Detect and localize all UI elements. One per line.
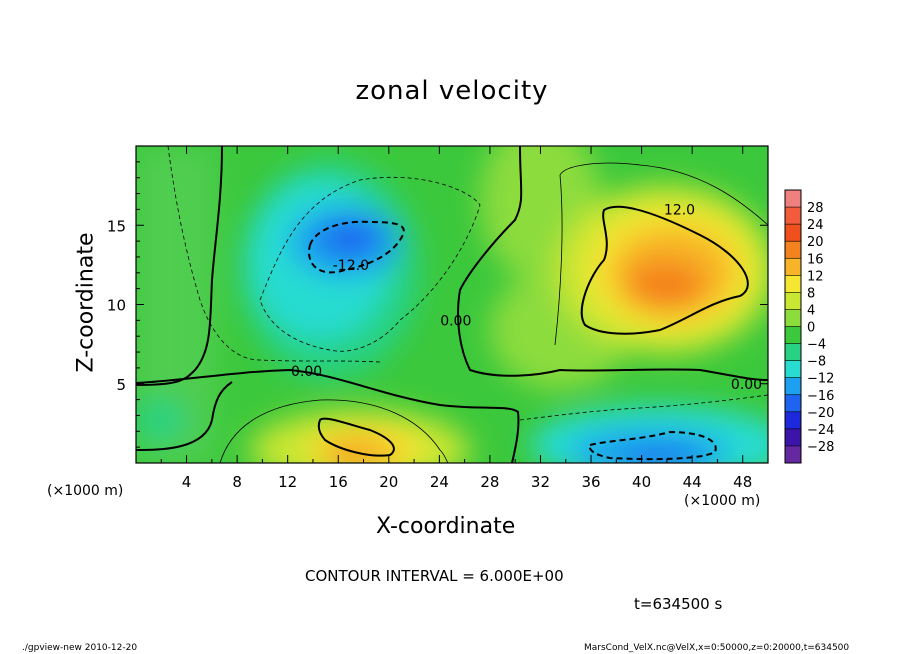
chart-title: zonal velocity [355, 76, 549, 106]
footer-left: ./gpview-new 2010-12-20 [22, 643, 138, 653]
colorbar-swatch [785, 428, 801, 447]
colorbar-label: −8 [807, 355, 826, 370]
x-tick-label: 36 [581, 473, 600, 491]
velocity-field [136, 146, 768, 463]
colorbar-label: 4 [807, 303, 815, 318]
y-tick-label: 10 [107, 297, 126, 315]
contour-label: 0.00 [291, 364, 322, 380]
x-tick-label: 4 [182, 473, 192, 491]
colorbar-swatch [785, 445, 801, 464]
x-tick-label: 48 [733, 473, 752, 491]
colorbar-label: −28 [807, 440, 834, 455]
colorbar-swatch [785, 326, 801, 345]
x-unit-label-right: (×1000 m) [684, 493, 761, 509]
contour-label: 12.0 [664, 202, 695, 218]
colorbar-swatch [785, 360, 801, 379]
x-tick-label: 44 [683, 473, 702, 491]
colorbar-swatch [785, 258, 801, 276]
colorbar-label: −16 [807, 389, 834, 404]
contour-label: -12.0 [333, 258, 369, 274]
x-unit-label-left: (×1000 m) [47, 483, 124, 499]
contour-interval-label: CONTOUR INTERVAL = 6.000E+00 [305, 567, 564, 585]
contour-labels: 12.0 -12.0 0.00 0.00 0.00 [291, 202, 762, 392]
colorbar-swatch [785, 241, 801, 259]
footer-right: MarsCond_VelX.nc@VelX,x=0:50000,z=0:2000… [584, 643, 850, 653]
colorbar-swatch [785, 309, 801, 327]
colorbar-swatch [785, 411, 801, 430]
colorbar-label: 0 [807, 321, 815, 336]
colorbar-swatch [785, 377, 801, 396]
y-axis-ticks: 5 10 15 [107, 161, 768, 448]
x-tick-label: 40 [632, 473, 651, 491]
colorbar-label: −24 [807, 423, 834, 438]
colorbar-label: −12 [807, 372, 834, 387]
y-tick-label: 15 [107, 217, 126, 235]
contour-label: 0.00 [440, 313, 471, 329]
x-tick-label: 20 [379, 473, 398, 491]
x-tick-label: 32 [531, 473, 550, 491]
x-axis-ticks: 4 8 12 16 20 24 28 32 36 40 44 48 [160, 146, 752, 491]
colorbar-swatch [785, 394, 801, 413]
colorbar-label: 16 [807, 252, 824, 267]
colorbar-swatch [785, 190, 801, 208]
contour-label: 0.00 [731, 377, 762, 393]
colorbar-swatch [785, 343, 801, 362]
colorbar: 28 24 20 16 12 8 4 0 −4 −8 −12 −16 −20 −24 −28 [784, 189, 834, 464]
y-tick-label: 5 [116, 376, 126, 394]
colorbar-swatch [785, 275, 801, 293]
x-tick-label: 16 [329, 473, 348, 491]
colorbar-swatch [785, 207, 801, 225]
x-tick-label: 12 [278, 473, 297, 491]
colorbar-label: −20 [807, 406, 834, 421]
x-tick-label: 8 [232, 473, 242, 491]
x-tick-label: 24 [430, 473, 449, 491]
colorbar-label: 8 [807, 286, 815, 301]
colorbar-label: −4 [807, 338, 826, 353]
colorbar-label: 20 [807, 235, 824, 250]
colorbar-swatch [785, 224, 801, 242]
colorbar-label: 12 [807, 269, 824, 284]
x-tick-label: 28 [480, 473, 499, 491]
time-label: t=634500 s [634, 595, 723, 613]
y-axis-label: Z-coordinate [73, 232, 99, 373]
colorbar-label: 28 [807, 201, 824, 216]
colorbar-label: 24 [807, 218, 824, 233]
colorbar-swatch [785, 292, 801, 310]
x-axis-label: X-coordinate [376, 514, 516, 539]
